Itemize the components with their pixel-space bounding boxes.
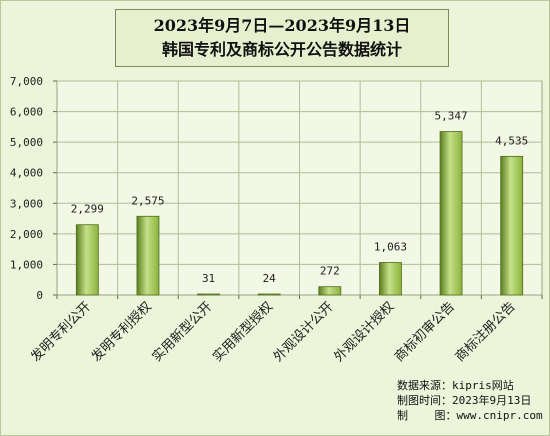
bar-value-label: 5,347 (435, 110, 468, 123)
chart-title-box: 2023年9月7日—2023年9月13日 韩国专利及商标公开公告数据统计 (115, 9, 449, 67)
bar-value-label: 24 (263, 272, 277, 285)
bar-value-label: 4,535 (495, 134, 528, 147)
y-tick-label: 7,000 (10, 75, 43, 88)
x-category-label: 发明专利公开 (28, 299, 94, 365)
bar-value-label: 2,575 (131, 194, 164, 207)
bar (136, 215, 160, 296)
y-tick-label: 5,000 (10, 136, 43, 149)
y-tick-label: 4,000 (10, 167, 43, 180)
footer-date: 制图时间：2023年9月13日 (397, 394, 532, 407)
x-category-label: 外观设计公开 (271, 299, 337, 365)
bar-value-label: 31 (202, 272, 215, 285)
bar (439, 131, 463, 296)
y-tick-label: 3,000 (10, 197, 43, 210)
footer-maker: 制 图：www.cnipr.com (397, 409, 543, 422)
x-category-label: 外观设计授权 (331, 299, 397, 365)
x-category-label: 商标初审公告 (392, 299, 458, 365)
bar-value-label: 2,299 (71, 203, 104, 216)
x-category-label: 实用新型公开 (149, 299, 215, 365)
bar (318, 286, 342, 296)
y-tick-label: 0 (36, 289, 43, 302)
y-tick-label: 6,000 (10, 106, 43, 119)
bar (197, 293, 220, 296)
bar (379, 262, 402, 296)
bar (257, 293, 281, 296)
x-category-label: 实用新型授权 (210, 299, 276, 365)
chart-footer: 数据来源：kipris网站 制图时间：2023年9月13日 制 图：www.cn… (397, 378, 543, 423)
x-category-label: 发明专利授权 (88, 299, 154, 365)
x-category-label: 商标注册公告 (453, 299, 519, 365)
bar (500, 155, 524, 296)
bar-value-label: 1,063 (374, 241, 407, 254)
chart-title-line-2: 韩国专利及商标公开公告数据统计 (161, 40, 402, 59)
bar-value-label: 272 (320, 265, 340, 278)
y-tick-label: 2,000 (10, 228, 43, 241)
chart-title-line-1: 2023年9月7日—2023年9月13日 (153, 16, 411, 35)
bar (75, 224, 99, 296)
footer-source: 数据来源：kipris网站 (397, 379, 514, 392)
y-tick-label: 1,000 (10, 258, 43, 271)
